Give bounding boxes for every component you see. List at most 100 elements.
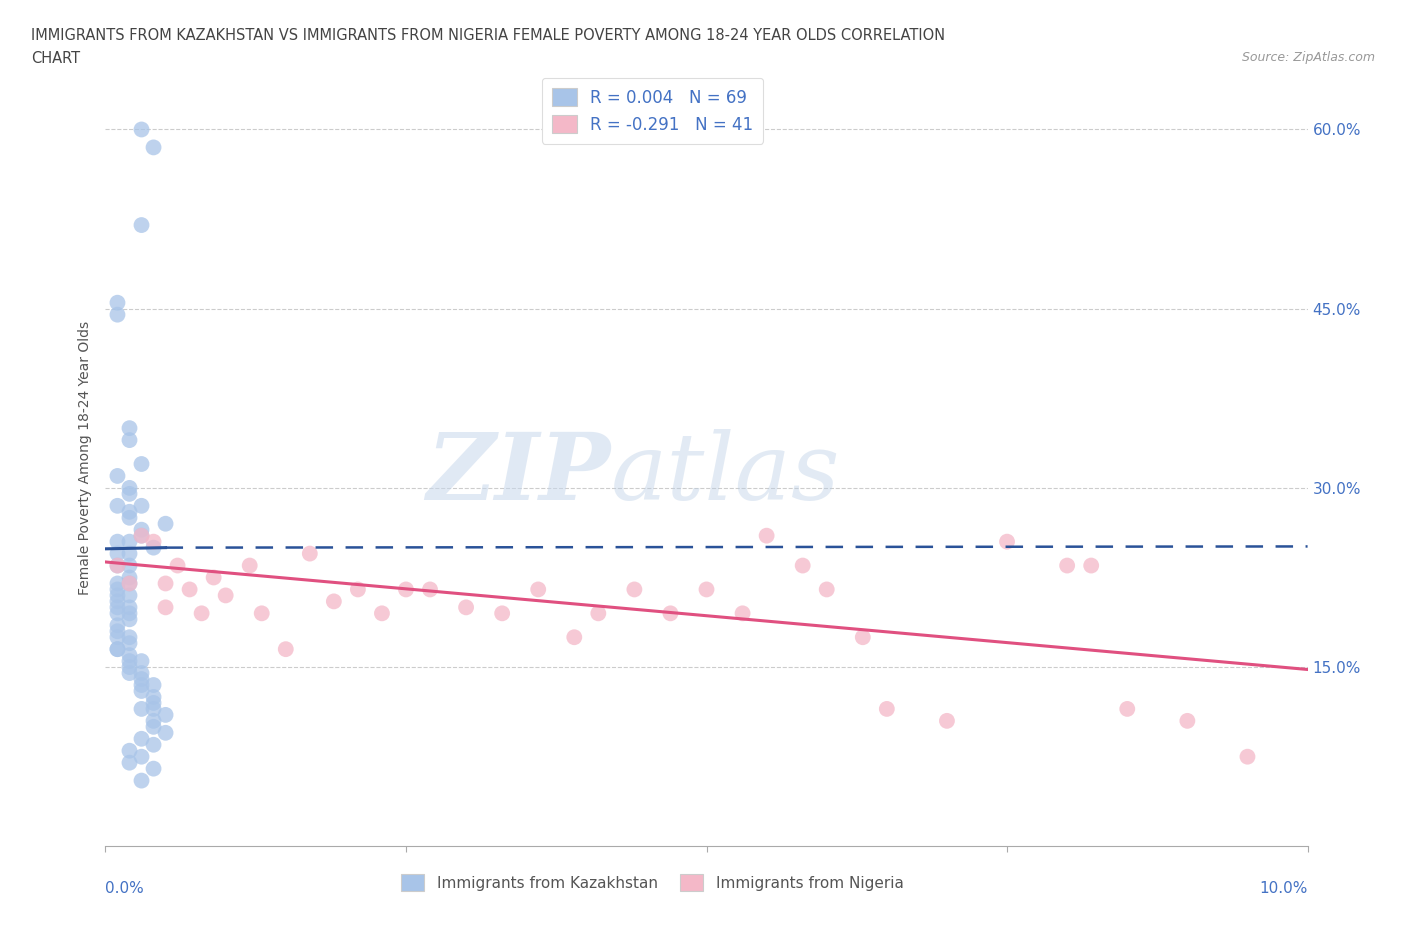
Point xyxy=(166,558,188,573)
Point xyxy=(107,546,129,561)
Text: 0.0%: 0.0% xyxy=(105,882,145,897)
Point xyxy=(131,750,153,764)
Point xyxy=(792,558,814,573)
Point xyxy=(142,140,165,155)
Point xyxy=(623,582,645,597)
Point xyxy=(107,618,129,632)
Point xyxy=(118,504,141,519)
Text: ZIP: ZIP xyxy=(426,429,610,519)
Point xyxy=(118,511,141,525)
Text: CHART: CHART xyxy=(31,51,80,66)
Point xyxy=(118,481,141,496)
Point xyxy=(107,606,129,621)
Point xyxy=(131,731,153,746)
Point xyxy=(239,558,262,573)
Point xyxy=(131,122,153,137)
Point xyxy=(118,636,141,651)
Point xyxy=(142,737,165,752)
Point xyxy=(395,582,418,597)
Point xyxy=(142,678,165,693)
Point xyxy=(659,606,682,621)
Point xyxy=(696,582,718,597)
Point xyxy=(250,606,273,621)
Point xyxy=(995,534,1018,549)
Point xyxy=(107,588,129,603)
Point xyxy=(118,546,141,561)
Point xyxy=(142,540,165,555)
Point xyxy=(131,684,153,698)
Point xyxy=(131,498,153,513)
Point xyxy=(131,528,153,543)
Point xyxy=(118,432,141,447)
Y-axis label: Female Poverty Among 18-24 Year Olds: Female Poverty Among 18-24 Year Olds xyxy=(79,321,93,595)
Point xyxy=(876,701,898,716)
Point xyxy=(107,642,129,657)
Point xyxy=(131,528,153,543)
Point xyxy=(131,218,153,232)
Point xyxy=(1080,558,1102,573)
Point xyxy=(142,696,165,711)
Point xyxy=(107,558,129,573)
Point xyxy=(107,307,129,322)
Text: atlas: atlas xyxy=(610,429,839,519)
Point xyxy=(118,420,141,435)
Point xyxy=(107,624,129,639)
Point xyxy=(107,469,129,484)
Point xyxy=(155,600,177,615)
Point xyxy=(107,594,129,609)
Point xyxy=(179,582,201,597)
Point xyxy=(118,654,141,669)
Point xyxy=(491,606,513,621)
Point xyxy=(118,570,141,585)
Point xyxy=(107,582,129,597)
Point xyxy=(588,606,610,621)
Point xyxy=(142,720,165,735)
Point xyxy=(155,516,177,531)
Point xyxy=(1056,558,1078,573)
Point xyxy=(274,642,297,657)
Point xyxy=(118,588,141,603)
Point xyxy=(142,761,165,776)
Point xyxy=(454,600,477,615)
Point xyxy=(142,713,165,728)
Point xyxy=(298,546,321,561)
Point xyxy=(118,630,141,644)
Point xyxy=(118,659,141,674)
Point xyxy=(815,582,838,597)
Point xyxy=(142,701,165,716)
Point xyxy=(107,576,129,591)
Point xyxy=(107,498,129,513)
Point xyxy=(118,486,141,501)
Point xyxy=(131,666,153,681)
Point xyxy=(155,725,177,740)
Point xyxy=(118,576,141,591)
Point xyxy=(131,523,153,538)
Point xyxy=(142,534,165,549)
Point xyxy=(852,630,875,644)
Point xyxy=(118,755,141,770)
Text: Source: ZipAtlas.com: Source: ZipAtlas.com xyxy=(1241,51,1375,64)
Text: IMMIGRANTS FROM KAZAKHSTAN VS IMMIGRANTS FROM NIGERIA FEMALE POVERTY AMONG 18-24: IMMIGRANTS FROM KAZAKHSTAN VS IMMIGRANTS… xyxy=(31,28,945,43)
Legend: Immigrants from Kazakhstan, Immigrants from Nigeria: Immigrants from Kazakhstan, Immigrants f… xyxy=(395,868,910,897)
Point xyxy=(322,594,344,609)
Point xyxy=(731,606,754,621)
Point xyxy=(107,296,129,311)
Point xyxy=(155,576,177,591)
Point xyxy=(118,666,141,681)
Point xyxy=(419,582,441,597)
Point xyxy=(118,612,141,627)
Point xyxy=(202,570,225,585)
Point xyxy=(527,582,550,597)
Point xyxy=(107,642,129,657)
Text: 10.0%: 10.0% xyxy=(1260,882,1308,897)
Point xyxy=(118,576,141,591)
Point xyxy=(107,558,129,573)
Point xyxy=(1116,701,1139,716)
Point xyxy=(118,534,141,549)
Point xyxy=(131,701,153,716)
Point xyxy=(190,606,212,621)
Point xyxy=(1236,750,1258,764)
Point xyxy=(118,558,141,573)
Point xyxy=(131,678,153,693)
Point xyxy=(347,582,370,597)
